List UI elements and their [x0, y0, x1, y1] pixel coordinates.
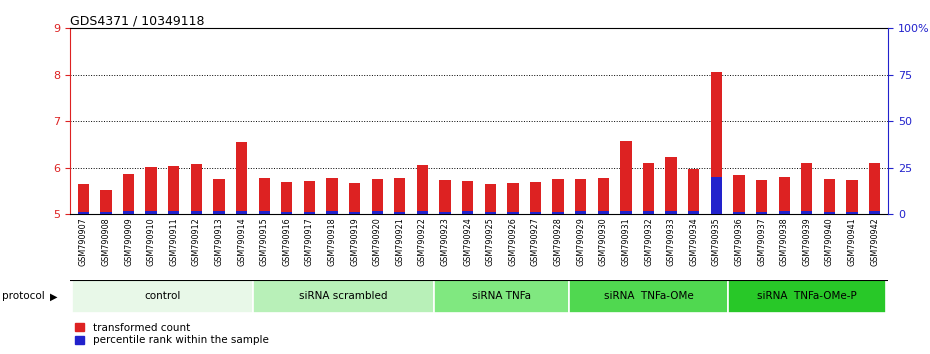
Bar [372, 179, 383, 214]
Bar [72, 280, 253, 313]
Bar [326, 178, 338, 214]
Bar [145, 211, 157, 214]
Bar [688, 169, 699, 214]
Bar [778, 177, 790, 214]
Bar [304, 212, 315, 214]
Text: siRNA  TNFa-OMe-P: siRNA TNFa-OMe-P [757, 291, 857, 302]
Bar [733, 212, 745, 214]
Bar [666, 158, 677, 214]
Text: siRNA TNFa: siRNA TNFa [472, 291, 531, 302]
Bar [869, 163, 880, 214]
Bar [372, 211, 383, 214]
Bar [100, 212, 112, 214]
Bar [485, 184, 496, 214]
Bar [575, 179, 586, 214]
Bar [507, 183, 519, 214]
Bar [123, 211, 134, 214]
Bar [78, 212, 89, 214]
Bar [439, 212, 451, 214]
Bar [259, 178, 270, 214]
Text: control: control [144, 291, 180, 302]
Text: ▶: ▶ [50, 291, 58, 302]
Bar [259, 211, 270, 214]
Bar [281, 212, 292, 214]
Bar [756, 180, 767, 214]
Bar [304, 181, 315, 214]
Bar [236, 142, 247, 214]
Bar [191, 164, 202, 214]
Bar [326, 211, 338, 214]
Text: siRNA  TNFa-OMe: siRNA TNFa-OMe [604, 291, 694, 302]
Bar [78, 184, 89, 214]
Bar [349, 212, 360, 214]
Bar [507, 212, 519, 214]
Bar [620, 141, 631, 214]
Bar [711, 177, 722, 214]
Bar [433, 280, 569, 313]
Bar [462, 211, 473, 214]
Bar [439, 180, 451, 214]
Bar [824, 179, 835, 214]
Bar [530, 212, 541, 214]
Bar [417, 165, 428, 214]
Bar [145, 167, 157, 214]
Bar [485, 212, 496, 214]
Bar [801, 211, 813, 214]
Bar [213, 211, 225, 214]
Bar [253, 280, 433, 313]
Bar [191, 211, 202, 214]
Bar [711, 73, 722, 214]
Bar [281, 182, 292, 214]
Bar [100, 190, 112, 214]
Bar [727, 280, 886, 313]
Bar [349, 183, 360, 214]
Bar [846, 180, 857, 214]
Bar [575, 211, 586, 214]
Bar [598, 211, 609, 214]
Bar [778, 211, 790, 214]
Bar [168, 211, 179, 214]
Bar [552, 179, 564, 214]
Text: protocol: protocol [2, 291, 45, 302]
Bar [643, 211, 654, 214]
Bar [569, 280, 727, 313]
Text: siRNA scrambled: siRNA scrambled [299, 291, 388, 302]
Bar [666, 211, 677, 214]
Bar [213, 179, 225, 214]
Bar [620, 211, 631, 214]
Bar [394, 178, 405, 214]
Bar [824, 212, 835, 214]
Bar [801, 163, 813, 214]
Bar [168, 166, 179, 214]
Legend: transformed count, percentile rank within the sample: transformed count, percentile rank withi… [75, 322, 269, 345]
Bar [688, 211, 699, 214]
Bar [123, 174, 134, 214]
Bar [733, 175, 745, 214]
Bar [643, 163, 654, 214]
Text: GDS4371 / 10349118: GDS4371 / 10349118 [70, 14, 205, 27]
Bar [846, 212, 857, 214]
Bar [598, 178, 609, 214]
Bar [462, 181, 473, 214]
Bar [756, 212, 767, 214]
Bar [394, 212, 405, 214]
Bar [530, 182, 541, 214]
Bar [236, 211, 247, 214]
Bar [869, 211, 880, 214]
Bar [417, 211, 428, 214]
Bar [552, 212, 564, 214]
